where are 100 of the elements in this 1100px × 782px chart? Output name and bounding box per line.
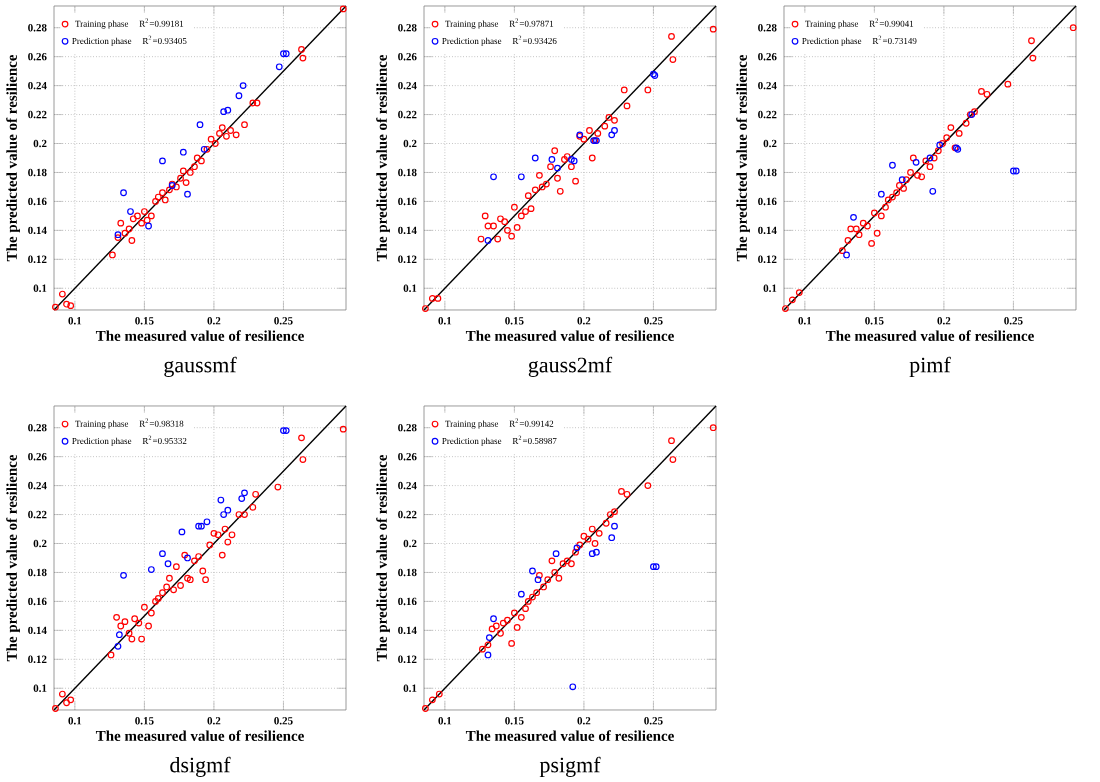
point: [299, 456, 307, 463]
point: [159, 589, 166, 597]
point: [206, 541, 214, 549]
point: [218, 124, 226, 131]
point: [177, 174, 184, 182]
point: [145, 222, 152, 230]
point: [249, 99, 257, 107]
point: [551, 147, 559, 155]
point: [166, 186, 173, 194]
point: [517, 212, 525, 220]
point: [221, 525, 229, 533]
point: [943, 134, 951, 142]
point: [138, 635, 146, 643]
point: [588, 154, 596, 162]
point: [1004, 80, 1012, 88]
point: [611, 508, 618, 516]
point: [847, 225, 855, 233]
point: [522, 208, 529, 215]
point: [900, 184, 907, 192]
point: [241, 121, 248, 129]
point: [220, 511, 228, 518]
point: [788, 296, 796, 304]
point: [536, 571, 543, 579]
point: [947, 124, 955, 131]
point: [548, 156, 556, 163]
point: [623, 102, 631, 110]
point: [955, 129, 963, 137]
point: [490, 222, 497, 230]
point: [164, 560, 172, 568]
point: [611, 522, 618, 530]
point: [128, 237, 136, 244]
point: [52, 303, 59, 311]
point: [152, 198, 159, 205]
point: [211, 140, 219, 147]
text: pimf: [909, 356, 951, 377]
point: [67, 302, 75, 310]
point: [889, 161, 896, 169]
text: dsigmf: [170, 756, 231, 777]
point: [510, 609, 518, 617]
point: [554, 174, 561, 182]
point: [159, 550, 166, 558]
point: [58, 290, 66, 298]
point: [551, 569, 559, 576]
point: [850, 213, 857, 221]
point: [298, 46, 305, 53]
point: [508, 639, 515, 647]
point: [563, 557, 571, 565]
point: [63, 300, 70, 308]
point: [184, 190, 191, 198]
point: [594, 129, 602, 137]
point: [121, 618, 129, 626]
point: [191, 163, 198, 171]
point: [983, 90, 991, 98]
point: [198, 157, 205, 165]
point: [172, 563, 180, 571]
point: [844, 237, 852, 244]
point: [109, 251, 116, 259]
point: [522, 605, 529, 613]
point: [186, 576, 194, 584]
point: [282, 50, 290, 58]
point: [650, 563, 657, 571]
point: [534, 576, 542, 584]
point: [584, 535, 592, 543]
point: [166, 574, 173, 582]
point: [199, 567, 207, 575]
point: [207, 135, 215, 143]
point: [593, 548, 600, 556]
point: [479, 645, 486, 653]
point: [554, 164, 561, 172]
point: [115, 631, 123, 639]
point: [855, 231, 863, 239]
point: [588, 550, 596, 558]
point: [141, 603, 148, 611]
point: [282, 427, 290, 434]
point: [605, 114, 613, 121]
point: [107, 651, 115, 659]
point: [544, 576, 552, 584]
point: [484, 651, 492, 659]
point: [501, 218, 509, 226]
point: [877, 212, 885, 220]
point: [235, 92, 243, 100]
point: [882, 203, 889, 211]
point: [114, 642, 122, 650]
point: [434, 295, 442, 302]
point: [536, 171, 543, 179]
point: [555, 574, 563, 582]
point: [224, 538, 232, 546]
point: [563, 153, 571, 160]
point: [559, 560, 567, 568]
point: [623, 490, 631, 498]
point: [644, 86, 652, 94]
point: [298, 434, 305, 442]
point: [299, 54, 307, 62]
point: [608, 131, 616, 139]
point: [542, 180, 550, 188]
point: [870, 209, 878, 217]
point: [238, 495, 246, 503]
point: [668, 32, 675, 40]
point: [120, 571, 127, 579]
point: [504, 226, 511, 234]
